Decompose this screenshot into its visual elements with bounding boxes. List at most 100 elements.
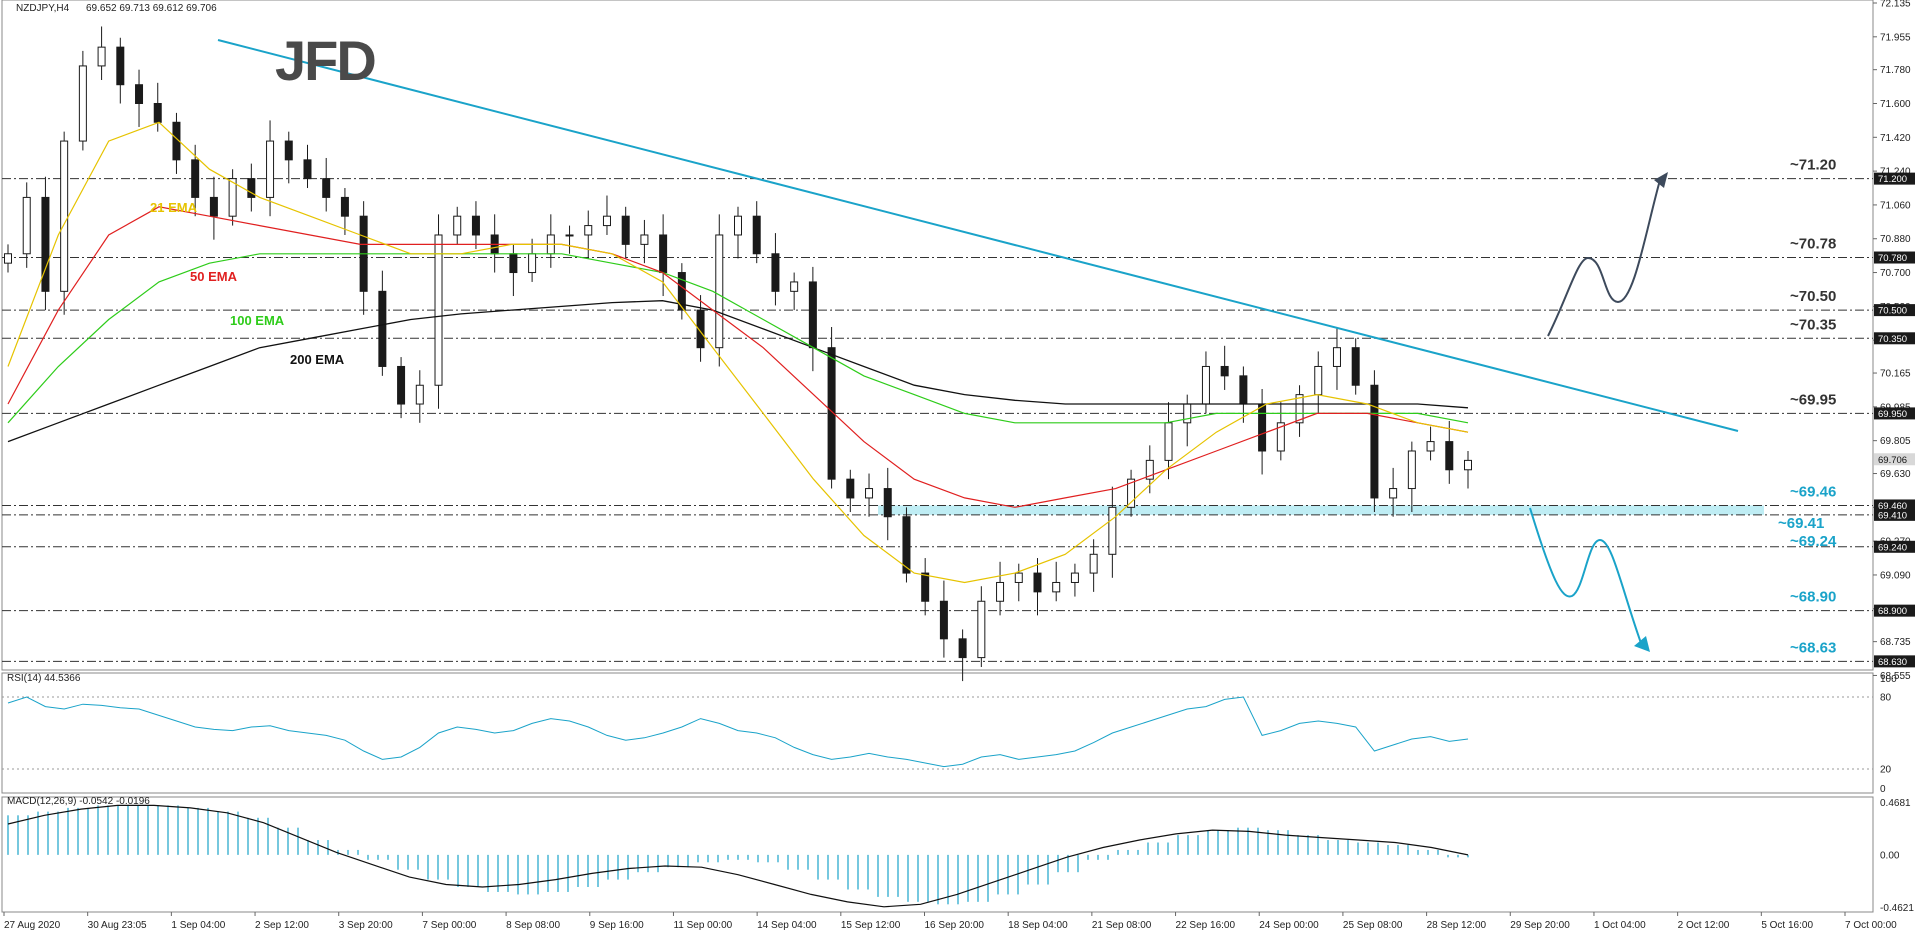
downtrend-line bbox=[217, 39, 1739, 432]
y-tick-label: 71.780 bbox=[1880, 65, 1911, 76]
y-tick-label: 68.735 bbox=[1880, 637, 1911, 648]
ema-label: 50 EMA bbox=[190, 269, 238, 284]
candle-body bbox=[340, 196, 349, 217]
candle-body bbox=[1145, 459, 1154, 480]
rsi-line bbox=[7, 696, 1469, 768]
candle-body bbox=[865, 488, 874, 499]
price-tag-label: 71.200 bbox=[1878, 174, 1907, 185]
candle-body bbox=[378, 290, 387, 367]
x-tick-label: 16 Sep 20:00 bbox=[925, 920, 985, 931]
y-tick-label: 70.880 bbox=[1880, 234, 1911, 245]
x-tick-label: 5 Oct 16:00 bbox=[1761, 920, 1813, 931]
y-tick-label: 71.955 bbox=[1880, 32, 1911, 43]
price-tag bbox=[1874, 407, 1915, 420]
ema50-line bbox=[7, 206, 1469, 508]
ema100-line bbox=[7, 253, 1469, 424]
x-tick-label: 2 Sep 12:00 bbox=[255, 920, 309, 931]
candle-body bbox=[808, 281, 817, 349]
candle-body bbox=[1295, 394, 1304, 424]
ema-label: 21 EMA bbox=[150, 200, 198, 215]
candle-body bbox=[1258, 403, 1267, 452]
candle-body bbox=[621, 215, 630, 245]
candle-body bbox=[659, 234, 668, 274]
candle-body bbox=[1332, 347, 1341, 367]
x-tick-label: 29 Sep 20:00 bbox=[1510, 920, 1570, 931]
price-tag-label: 70.350 bbox=[1878, 334, 1907, 345]
x-tick-label: 2 Oct 12:00 bbox=[1678, 920, 1730, 931]
level-label: ~70.50 bbox=[1790, 288, 1836, 305]
bearish-arrow-head bbox=[1634, 636, 1650, 652]
candle-body bbox=[958, 638, 967, 659]
candle-body bbox=[939, 600, 948, 640]
rsi-tick-label: 100 bbox=[1880, 674, 1897, 685]
x-tick-label: 22 Sep 16:00 bbox=[1176, 920, 1236, 931]
candle-body bbox=[1276, 422, 1285, 452]
price-tag bbox=[1874, 655, 1915, 668]
price-tag bbox=[1874, 332, 1915, 345]
level-label: ~69.46 bbox=[1790, 483, 1836, 500]
candle-body bbox=[22, 196, 31, 255]
candle-body bbox=[78, 65, 87, 142]
price-tag-label: 68.900 bbox=[1878, 606, 1907, 617]
price-tag-label: 69.706 bbox=[1878, 455, 1907, 466]
candle-body bbox=[883, 488, 892, 518]
x-tick-label: 24 Sep 00:00 bbox=[1259, 920, 1319, 931]
candle-body bbox=[752, 215, 761, 255]
candle-body bbox=[977, 600, 986, 659]
candle-body bbox=[1201, 365, 1210, 405]
candle-body bbox=[677, 272, 686, 311]
rsi-tick-label: 80 bbox=[1880, 693, 1892, 704]
x-tick-label: 3 Sep 20:00 bbox=[339, 920, 393, 931]
price-tag bbox=[1874, 604, 1915, 617]
candle-body bbox=[584, 225, 593, 236]
candle-body bbox=[4, 253, 12, 264]
candle-body bbox=[790, 281, 799, 292]
candle-body bbox=[397, 365, 406, 405]
bullish-arrow-head bbox=[1654, 172, 1668, 188]
level-label: ~69.24 bbox=[1790, 533, 1837, 550]
candle-body bbox=[228, 178, 237, 217]
x-tick-label: 15 Sep 12:00 bbox=[841, 920, 901, 931]
price-tag bbox=[1874, 251, 1915, 264]
y-tick-label: 72.135 bbox=[1880, 0, 1911, 10]
x-tick-label: 27 Aug 2020 bbox=[4, 920, 61, 931]
price-tag-label: 70.780 bbox=[1878, 253, 1907, 264]
candle-body bbox=[116, 46, 125, 86]
macd-tick-label: 0.00 bbox=[1880, 850, 1900, 861]
x-tick-label: 7 Sep 00:00 bbox=[422, 920, 476, 931]
support-zone bbox=[878, 505, 1764, 515]
candle-body bbox=[921, 572, 930, 602]
candle-body bbox=[715, 234, 724, 349]
x-tick-label: 14 Sep 04:00 bbox=[757, 920, 817, 931]
price-tag-label: 69.950 bbox=[1878, 409, 1907, 420]
y-tick-label: 68.555 bbox=[1880, 671, 1911, 682]
candle-body bbox=[434, 234, 443, 386]
candle-body bbox=[1052, 581, 1061, 593]
candle-body bbox=[247, 178, 256, 198]
level-label: ~70.35 bbox=[1790, 316, 1836, 333]
chart-title: NZDJPY,H4 bbox=[16, 3, 70, 14]
candle-body bbox=[996, 581, 1005, 602]
price-tag bbox=[1874, 540, 1915, 553]
x-tick-label: 30 Aug 23:05 bbox=[88, 920, 147, 931]
ema200-line bbox=[7, 300, 1469, 443]
price-tag bbox=[1874, 508, 1915, 521]
price-tag bbox=[1874, 304, 1915, 317]
rsi-tick-label: 20 bbox=[1880, 765, 1892, 776]
x-tick-label: 7 Oct 00:00 bbox=[1845, 920, 1897, 931]
x-tick-label: 28 Sep 12:00 bbox=[1427, 920, 1487, 931]
candle-body bbox=[1070, 572, 1079, 583]
candle-body bbox=[1033, 572, 1042, 593]
candle-body bbox=[191, 159, 200, 198]
main-panel-frame bbox=[1, 0, 1874, 671]
candle-body bbox=[1108, 506, 1117, 555]
candle-body bbox=[1089, 553, 1098, 574]
bearish-scenario-arrow bbox=[1529, 507, 1643, 647]
candle-body bbox=[1220, 365, 1229, 377]
x-tick-label: 18 Sep 04:00 bbox=[1008, 920, 1068, 931]
y-tick-label: 70.700 bbox=[1880, 268, 1911, 279]
candle-body bbox=[303, 159, 312, 180]
candle-body bbox=[1389, 488, 1398, 499]
x-tick-label: 8 Sep 08:00 bbox=[506, 920, 560, 931]
candle-body bbox=[1014, 572, 1023, 583]
